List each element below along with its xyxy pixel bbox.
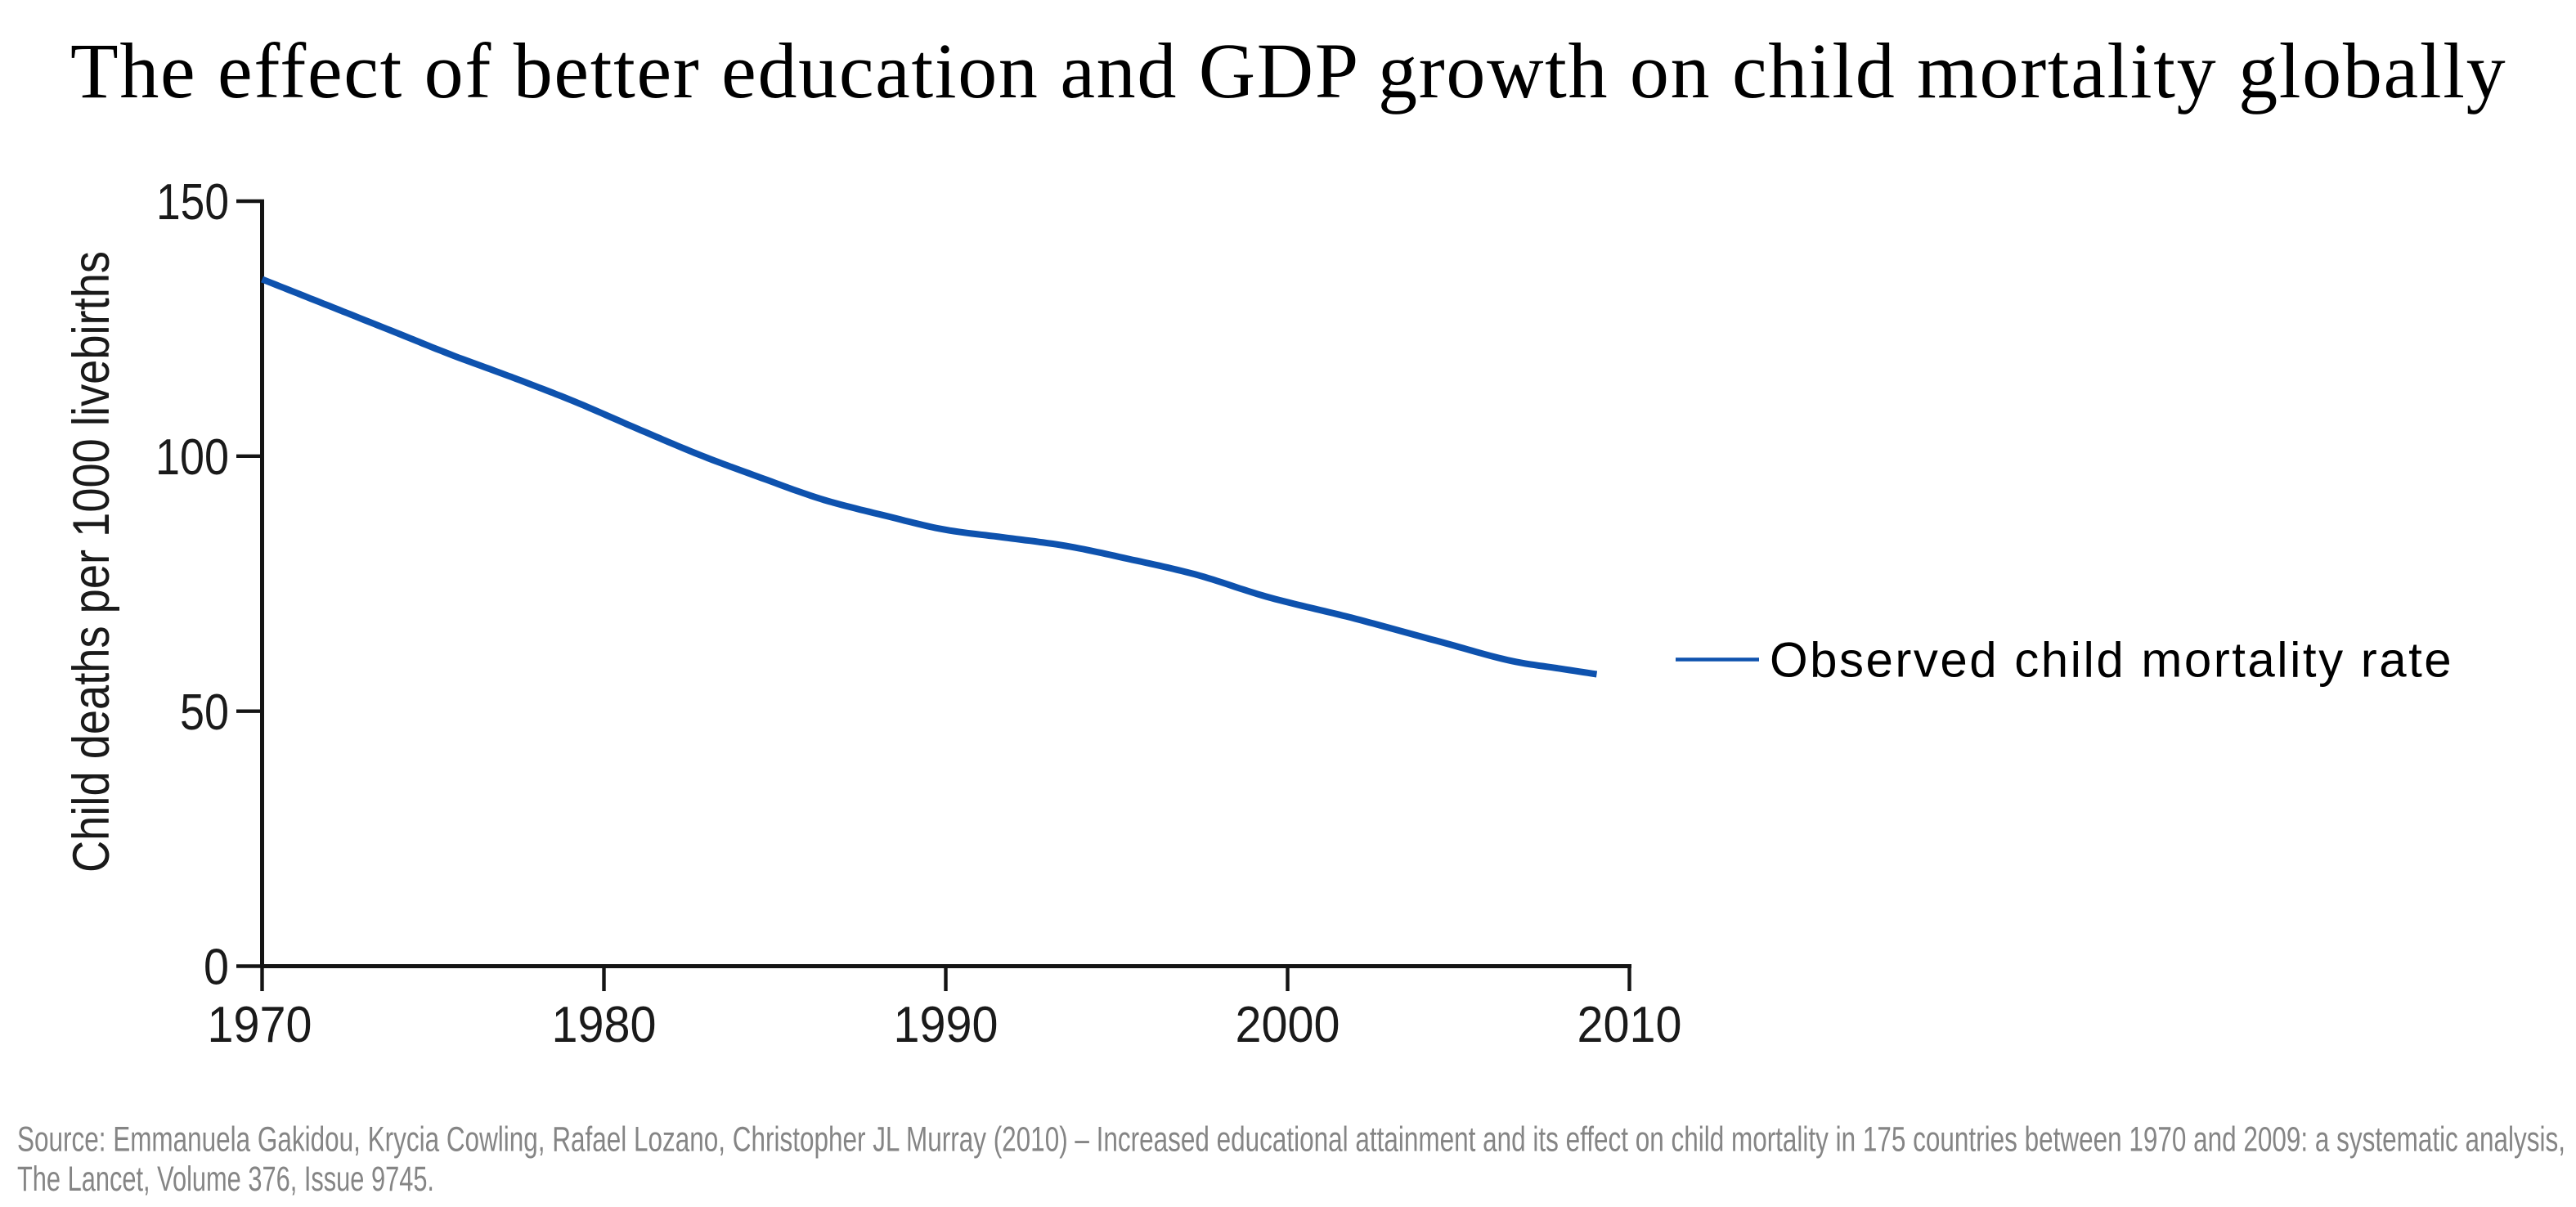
svg-text:0: 0	[204, 940, 229, 996]
svg-text:50: 50	[180, 684, 229, 741]
svg-text:1990: 1990	[894, 997, 999, 1053]
svg-text:1970: 1970	[208, 997, 312, 1053]
svg-text:Child deaths per 1000 livebirt: Child deaths per 1000 livebirths	[63, 251, 120, 873]
svg-text:2010: 2010	[1577, 997, 1682, 1053]
svg-text:100: 100	[155, 429, 229, 486]
svg-text:2000: 2000	[1236, 997, 1340, 1053]
svg-text:150: 150	[156, 174, 229, 231]
svg-text:Observed child mortality rate: Observed child mortality rate	[1770, 633, 2453, 688]
svg-text:Source: Emmanuela Gakidou, Kry: Source: Emmanuela Gakidou, Krycia Cowlin…	[17, 1120, 2565, 1160]
svg-text:The Lancet, Volume 376, Issue: The Lancet, Volume 376, Issue 9745.	[17, 1160, 434, 1199]
svg-text:1980: 1980	[552, 997, 657, 1053]
svg-text:The effect of better education: The effect of better education and GDP g…	[70, 27, 2506, 114]
